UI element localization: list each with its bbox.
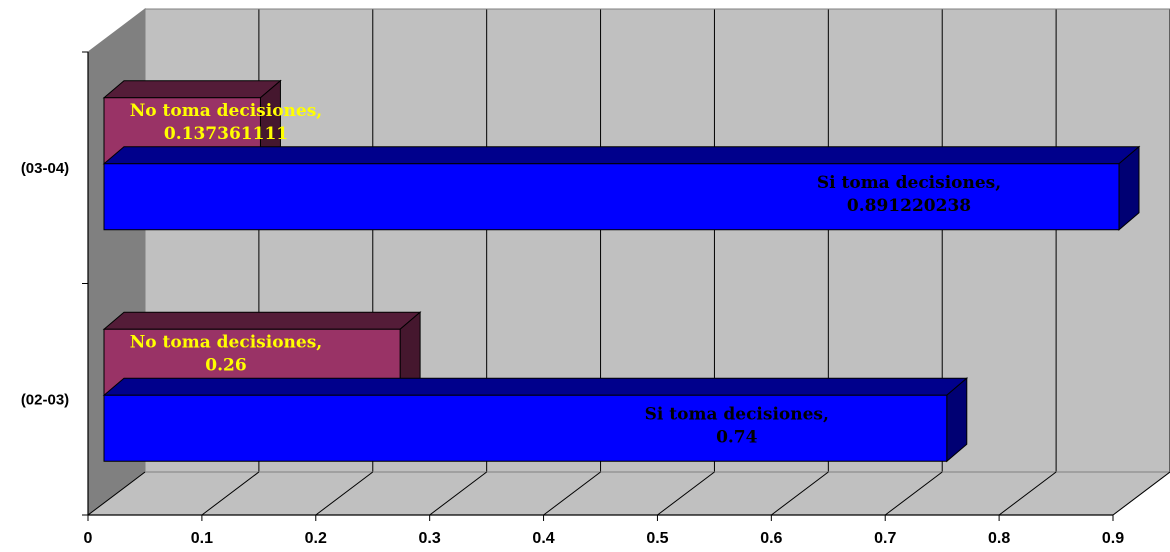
- floor-gridline: [771, 471, 829, 516]
- floor-gridline: [657, 471, 715, 516]
- floor-gridline: [1112, 471, 1170, 516]
- bar-front-face: [103, 163, 1120, 231]
- bar-si-toma-decisiones: [102, 145, 1141, 231]
- x-tick-label: 0: [84, 530, 93, 547]
- floor-gridline: [429, 471, 487, 516]
- x-tick-label: 0.6: [760, 530, 782, 547]
- x-tick-label: 0.3: [419, 530, 441, 547]
- x-tick-label: 0.7: [874, 530, 896, 547]
- data-label: 0.26: [205, 355, 246, 375]
- data-label: No toma decisiones,: [130, 332, 322, 352]
- floor-gridline: [201, 471, 260, 516]
- x-tick-label: 0.4: [532, 530, 554, 547]
- x-tick-label: 0.2: [305, 530, 327, 547]
- bar-top-face: [102, 80, 282, 99]
- bar-si-toma-decisiones: [102, 377, 969, 463]
- data-label: 0.74: [716, 427, 758, 447]
- bar-front-face: [103, 394, 948, 462]
- data-label: Si toma decisiones,: [817, 173, 1001, 193]
- x-tick-label: 0.1: [191, 530, 213, 547]
- data-label: 0.137361111: [164, 124, 288, 144]
- floor-gridline: [87, 471, 146, 516]
- y-category-label: (03-04): [21, 160, 69, 177]
- bar-top-face: [102, 146, 1141, 165]
- x-tick-label: 0.5: [646, 530, 668, 547]
- data-label: 0.891220238: [847, 196, 971, 216]
- floor-gridline: [884, 471, 943, 516]
- data-label: Si toma decisiones,: [645, 404, 829, 424]
- data-label: No toma decisiones,: [130, 101, 322, 121]
- x-tick-label: 0.8: [988, 530, 1010, 547]
- floor-gridline: [315, 471, 374, 516]
- bar-top-face: [102, 377, 969, 396]
- floor-gridline: [998, 471, 1057, 516]
- x-tick-label: 0.9: [1102, 530, 1124, 547]
- floor-gridline: [543, 471, 601, 516]
- bar-top-face: [102, 311, 422, 330]
- y-category-label: (02-03): [21, 391, 69, 408]
